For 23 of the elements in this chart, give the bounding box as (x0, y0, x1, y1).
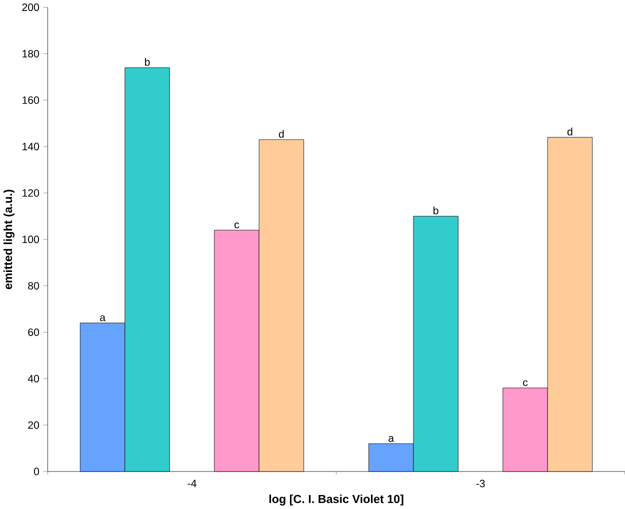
y-tick-label: 120 (22, 189, 40, 197)
y-tick-label: 60 (28, 328, 40, 336)
y-tick-label: 40 (28, 374, 40, 382)
y-tick-label: 140 (22, 142, 40, 150)
series-label: c (234, 222, 240, 228)
y-tick-label: 0 (34, 468, 40, 476)
y-tick-label: 80 (28, 282, 40, 290)
x-axis-title: log [C. I. Basic Violet 10] (269, 494, 404, 506)
x-tick-label: -3 (476, 480, 485, 488)
text: b (434, 206, 438, 214)
y-tick-label: 100 (22, 236, 40, 244)
text: a (388, 436, 394, 442)
text: c (523, 380, 528, 386)
y-tick-label: 180 (22, 50, 40, 58)
series-label: a (100, 315, 106, 322)
series-label: d (567, 128, 572, 136)
text: d (278, 130, 284, 138)
series-label: b (144, 58, 150, 66)
y-tick-label: 20 (28, 421, 40, 429)
y-tick-label: 200 (22, 4, 40, 12)
y-tick-label: 160 (22, 96, 40, 104)
x-tick-label: -4 (188, 480, 196, 488)
y-axis-title: emitted light (a.u.) (4, 190, 14, 290)
